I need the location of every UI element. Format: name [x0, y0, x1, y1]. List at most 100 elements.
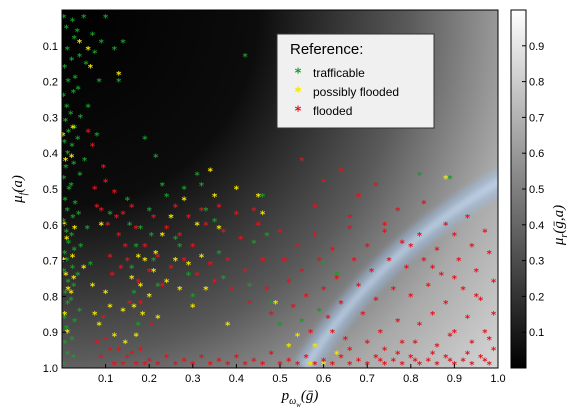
- colorbar-tick-label: 0.6: [529, 148, 544, 160]
- point-possibly-flooded: *: [72, 224, 78, 235]
- point-flooded: *: [199, 353, 205, 364]
- point-flooded: *: [134, 224, 140, 235]
- point-trafficable: *: [199, 181, 205, 192]
- point-trafficable: *: [94, 131, 100, 142]
- point-flooded: *: [181, 356, 187, 367]
- colorbar-tick-label: 0.1: [529, 327, 544, 339]
- point-flooded: *: [116, 231, 122, 242]
- point-flooded: *: [469, 242, 475, 253]
- point-trafficable: *: [78, 242, 84, 253]
- point-flooded: *: [103, 335, 109, 346]
- point-flooded: *: [216, 203, 222, 214]
- point-trafficable: *: [136, 321, 142, 332]
- point-possibly-flooded: *: [112, 331, 118, 342]
- point-flooded: *: [155, 253, 161, 264]
- point-flooded: *: [105, 220, 111, 231]
- point-trafficable: *: [264, 231, 270, 242]
- point-flooded: *: [120, 210, 126, 221]
- point-flooded: *: [461, 285, 467, 296]
- point-trafficable: *: [63, 288, 69, 299]
- point-flooded: *: [277, 228, 283, 239]
- point-possibly-flooded: *: [186, 260, 192, 271]
- point-flooded: *: [304, 353, 310, 364]
- point-trafficable: *: [160, 181, 166, 192]
- point-flooded: *: [125, 353, 131, 364]
- point-possibly-flooded: *: [199, 253, 205, 264]
- point-flooded: *: [443, 220, 449, 231]
- point-trafficable: *: [186, 271, 192, 282]
- point-trafficable: *: [155, 281, 161, 292]
- point-flooded: *: [225, 256, 231, 267]
- point-flooded: *: [199, 206, 205, 217]
- point-flooded: *: [386, 256, 392, 267]
- point-possibly-flooded: *: [62, 310, 68, 321]
- point-trafficable: *: [269, 299, 275, 310]
- point-possibly-flooded: *: [123, 339, 129, 350]
- point-flooded: *: [378, 356, 384, 367]
- point-flooded: *: [360, 310, 366, 321]
- point-flooded: *: [373, 296, 379, 307]
- point-flooded: *: [365, 339, 371, 350]
- point-possibly-flooded: *: [147, 292, 153, 303]
- point-flooded: *: [426, 356, 432, 367]
- point-flooded: *: [110, 271, 116, 282]
- point-trafficable: *: [76, 84, 82, 95]
- point-possibly-flooded: *: [140, 310, 146, 321]
- point-flooded: *: [469, 339, 475, 350]
- point-flooded: *: [269, 310, 275, 321]
- point-flooded: *: [155, 360, 161, 371]
- point-possibly-flooded: *: [96, 321, 102, 332]
- point-flooded: *: [94, 203, 100, 214]
- point-trafficable: *: [216, 249, 222, 260]
- point-possibly-flooded: *: [136, 253, 142, 264]
- y-tick-label: 0.7: [43, 256, 58, 268]
- point-flooded: *: [369, 267, 375, 278]
- point-possibly-flooded: *: [160, 231, 166, 242]
- point-trafficable: *: [190, 292, 196, 303]
- legend-label-trafficable: trafficable: [313, 66, 365, 80]
- point-trafficable: *: [62, 313, 68, 324]
- point-trafficable: *: [65, 77, 71, 88]
- point-trafficable: *: [63, 163, 69, 174]
- point-flooded: *: [382, 220, 388, 231]
- point-trafficable: *: [120, 38, 126, 49]
- point-flooded: *: [434, 342, 440, 353]
- point-flooded: *: [195, 271, 201, 282]
- y-axis-label-main: μ: [10, 195, 26, 204]
- point-trafficable: *: [71, 353, 77, 364]
- y-tick-label: 0.9: [43, 327, 58, 339]
- x-tick-label: 0.6: [316, 373, 331, 385]
- x-tick-label: 0.9: [447, 373, 462, 385]
- y-tick-label: 0.8: [43, 291, 58, 303]
- y-tick-label: 0.3: [43, 112, 58, 124]
- point-trafficable: *: [61, 13, 67, 24]
- point-flooded: *: [304, 292, 310, 303]
- point-possibly-flooded: *: [62, 220, 68, 231]
- point-possibly-flooded: *: [120, 306, 126, 317]
- colorbar-label-sub: r: [559, 234, 570, 238]
- point-flooded: *: [299, 156, 305, 167]
- point-flooded: *: [92, 185, 98, 196]
- x-tick-label: 0.1: [98, 373, 113, 385]
- highlight-band: [294, 168, 498, 368]
- point-possibly-flooded: *: [88, 63, 94, 74]
- colorbar-tick-label: 0.4: [529, 220, 544, 232]
- point-flooded: *: [282, 256, 288, 267]
- point-possibly-flooded: *: [308, 360, 314, 371]
- point-flooded: *: [465, 313, 471, 324]
- point-trafficable: *: [76, 210, 82, 221]
- point-possibly-flooded: *: [63, 156, 69, 167]
- colorbar-label-main: μ: [551, 237, 567, 246]
- point-trafficable: *: [62, 249, 68, 260]
- point-possibly-flooded: *: [103, 288, 109, 299]
- colorbar-ticks: 0.1 0.2 0.3 0.4 0.5 0.6 0.7 0.8 0.9: [522, 41, 544, 339]
- point-flooded: *: [308, 328, 314, 339]
- point-flooded: *: [391, 356, 397, 367]
- point-trafficable: *: [75, 27, 81, 38]
- point-flooded: *: [395, 206, 401, 217]
- point-possibly-flooded: *: [177, 285, 183, 296]
- point-trafficable: *: [77, 306, 83, 317]
- point-possibly-flooded: *: [212, 192, 218, 203]
- point-trafficable: *: [64, 228, 70, 239]
- point-flooded: *: [243, 267, 249, 278]
